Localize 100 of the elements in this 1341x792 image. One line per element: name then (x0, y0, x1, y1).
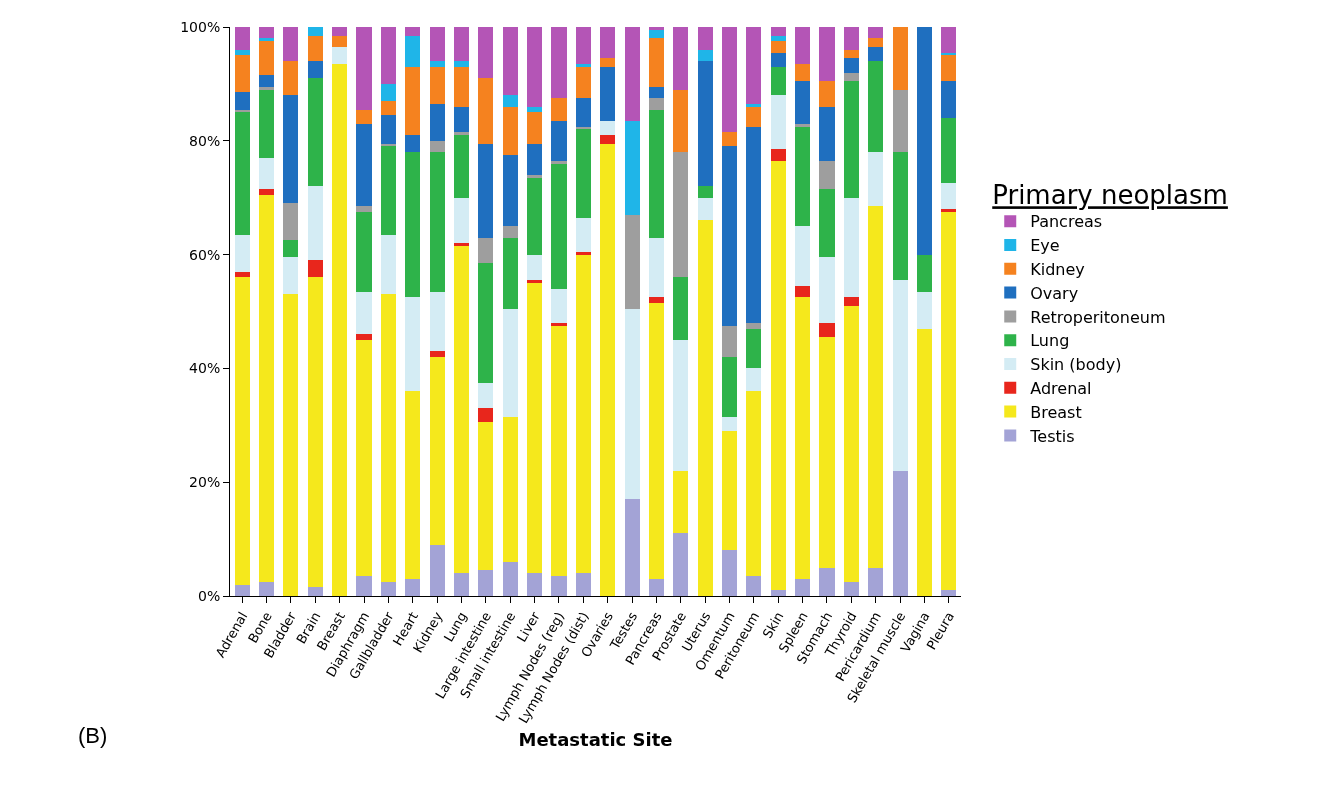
bar (673, 89, 689, 153)
bar (332, 35, 348, 47)
bar (429, 61, 445, 67)
bar (478, 408, 494, 423)
bar (502, 106, 518, 156)
bar (770, 590, 786, 596)
bar (868, 38, 884, 47)
bar (868, 206, 884, 568)
legend-title: Primary neoplasm (992, 180, 1228, 211)
bar (819, 189, 835, 258)
bar (234, 55, 250, 93)
bar (721, 325, 738, 358)
y-tick-label: 20% (189, 474, 221, 491)
bar (575, 129, 591, 218)
bar (527, 177, 543, 255)
bar (575, 217, 591, 252)
bar (259, 86, 275, 90)
bar (307, 61, 323, 79)
bar (648, 98, 664, 110)
bar (551, 576, 567, 596)
bar (892, 152, 908, 281)
bar (527, 112, 543, 144)
bar (721, 132, 738, 147)
bar (916, 254, 932, 292)
bar (819, 81, 835, 107)
bar (307, 186, 323, 261)
bar (405, 27, 421, 36)
legend-label: Adrenal (1030, 379, 1092, 399)
bar (283, 95, 299, 204)
bar (453, 246, 470, 574)
bar (527, 283, 543, 574)
bar (234, 92, 250, 110)
bar (478, 382, 494, 409)
bar (843, 72, 859, 82)
bar (380, 581, 396, 596)
bar (283, 203, 299, 241)
bar (819, 257, 835, 323)
bar (819, 567, 835, 596)
bar (527, 143, 543, 175)
bar (697, 27, 713, 50)
bar (234, 277, 250, 585)
bar (234, 112, 250, 235)
bar (600, 143, 616, 596)
bar (283, 61, 299, 96)
bar (405, 297, 421, 392)
bar (234, 584, 250, 596)
bar (868, 567, 884, 596)
bar (941, 81, 957, 119)
bar (941, 55, 957, 82)
bar (502, 155, 518, 227)
bar (575, 251, 591, 255)
bar (478, 143, 494, 238)
bar (551, 163, 567, 289)
bar (648, 27, 664, 30)
bar (356, 206, 372, 212)
bar (721, 430, 738, 551)
bar (746, 328, 762, 369)
bar (356, 123, 372, 207)
bar (721, 550, 738, 596)
bar (600, 66, 616, 121)
bar (478, 263, 494, 383)
bar (673, 339, 689, 471)
bar (697, 186, 713, 198)
bar (648, 29, 664, 39)
bar (356, 334, 372, 340)
bar (527, 254, 543, 281)
bar (356, 211, 372, 292)
legend-label: Breast (1030, 402, 1082, 422)
x-axis-title: Metastatic Site (518, 728, 673, 750)
bar (916, 328, 932, 596)
bar (600, 135, 616, 144)
bar (843, 58, 859, 73)
bar (746, 368, 762, 392)
bar (380, 83, 396, 101)
y-tick-label: 60% (189, 246, 221, 263)
bar (380, 115, 396, 144)
bar (624, 120, 640, 215)
bar (478, 27, 494, 79)
bar (259, 41, 275, 76)
bar (429, 140, 445, 153)
bar (624, 308, 640, 500)
bar (868, 61, 884, 153)
bar (868, 152, 884, 207)
bar (673, 27, 689, 90)
legend-label: Pancreas (1030, 212, 1103, 232)
bar (575, 254, 591, 574)
y-tick-label: 0% (197, 587, 221, 604)
bar (429, 357, 445, 545)
bar (819, 106, 835, 161)
bar (795, 126, 811, 227)
bar (746, 391, 762, 577)
bar (624, 214, 640, 309)
bar (502, 27, 518, 96)
bar (259, 189, 275, 195)
bar (307, 260, 323, 278)
bar (332, 63, 348, 596)
y-tick-label: 40% (189, 360, 221, 377)
bar (283, 240, 299, 258)
bar (916, 291, 932, 329)
bar (429, 291, 445, 352)
